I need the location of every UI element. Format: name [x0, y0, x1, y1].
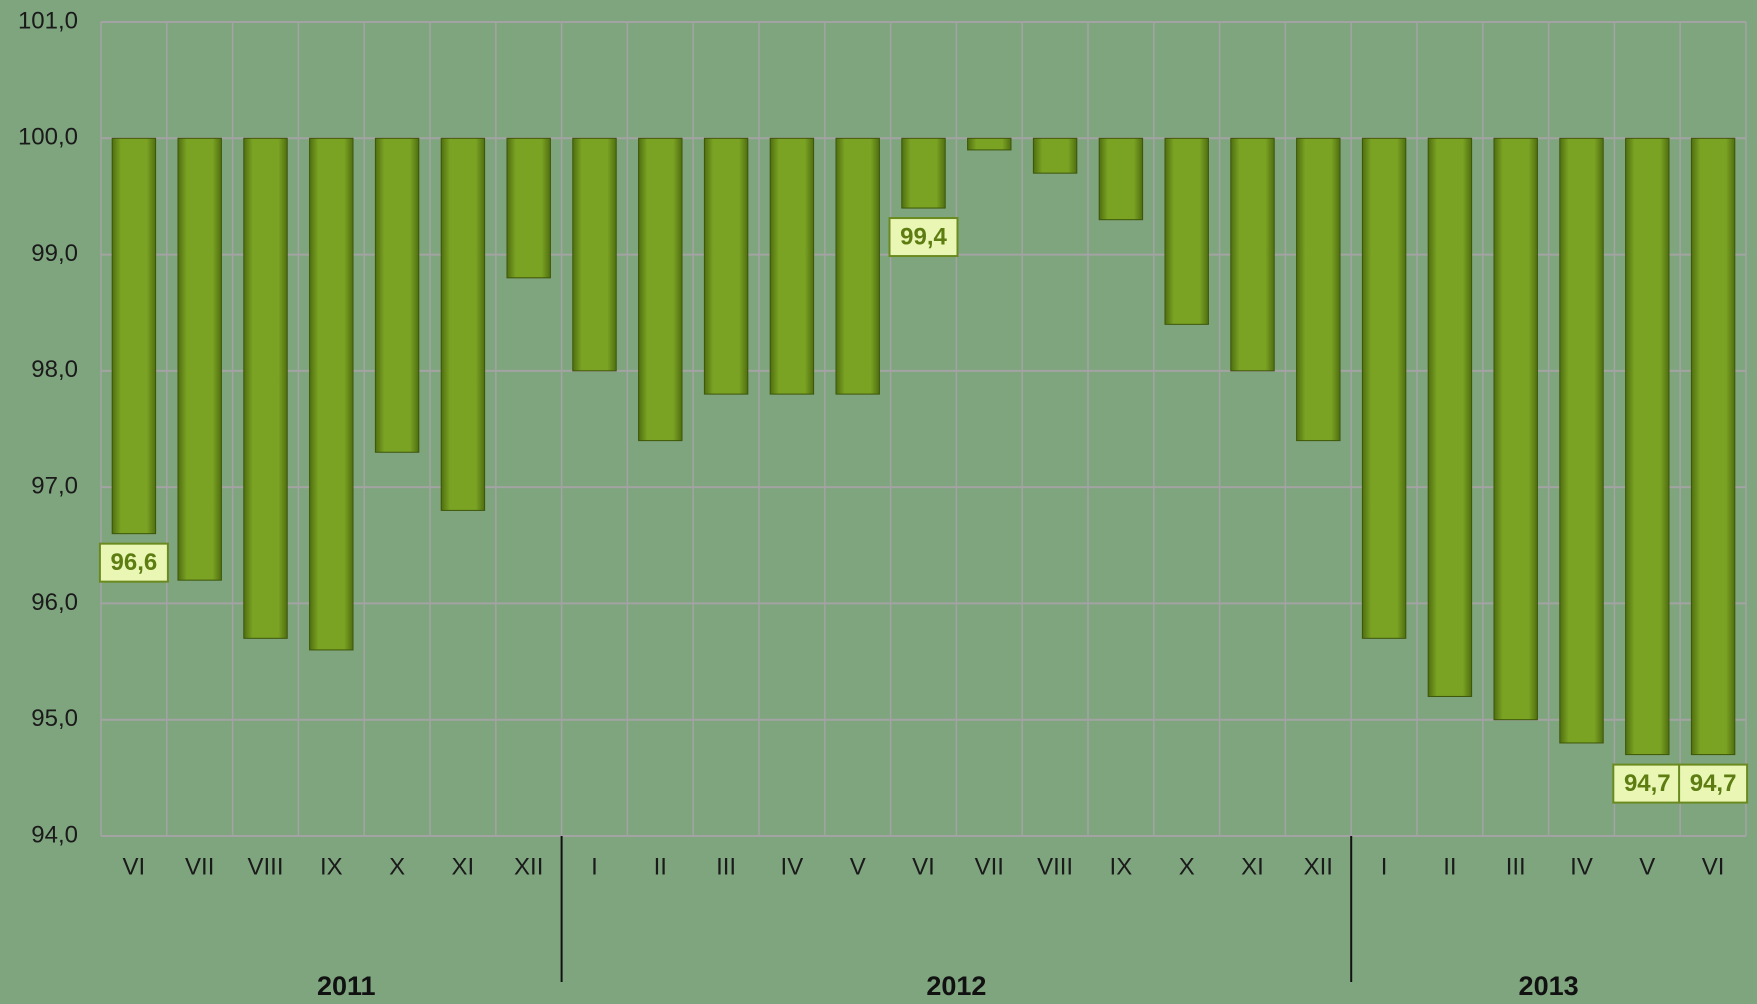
x-tick-label: I — [1381, 853, 1388, 880]
bar — [835, 137, 880, 395]
x-tick-label: IV — [1570, 853, 1593, 880]
y-tick-label: 95,0 — [31, 705, 78, 732]
bar — [572, 137, 617, 372]
y-tick-label: 101,0 — [18, 7, 78, 34]
x-tick-label: VIII — [247, 853, 283, 880]
x-tick-label: VI — [123, 853, 146, 880]
bar — [177, 137, 222, 581]
year-label: 2013 — [1519, 971, 1579, 1001]
bar — [309, 137, 354, 651]
x-tick-label: IV — [781, 853, 804, 880]
y-tick-label: 96,0 — [31, 589, 78, 616]
x-tick-label: XI — [1241, 853, 1264, 880]
bar — [1164, 137, 1209, 325]
bar — [703, 137, 749, 395]
x-tick-label: IX — [320, 853, 343, 880]
x-tick-label: XII — [514, 853, 543, 880]
x-tick-label: I — [591, 853, 598, 880]
value-label-box — [1612, 763, 1683, 804]
x-tick-label: VII — [185, 853, 214, 880]
bar — [1032, 137, 1078, 174]
bar — [901, 137, 946, 209]
bar — [1690, 137, 1736, 756]
bar — [967, 137, 1012, 151]
bar — [1559, 137, 1604, 744]
year-label: 2012 — [926, 971, 986, 1001]
bar — [1230, 137, 1275, 372]
value-label: 94,7 — [1624, 770, 1671, 797]
x-tick-label: VI — [1702, 853, 1725, 880]
x-tick-label: XII — [1304, 853, 1333, 880]
x-tick-label: III — [716, 853, 736, 880]
bar — [1296, 137, 1341, 442]
value-label: 99,4 — [900, 223, 947, 250]
bar — [440, 137, 486, 511]
bar — [111, 137, 157, 535]
value-label: 94,7 — [1690, 770, 1737, 797]
bar — [769, 137, 815, 395]
x-tick-label: II — [1443, 853, 1456, 880]
x-tick-label: X — [389, 853, 405, 880]
x-tick-label: X — [1179, 853, 1195, 880]
y-tick-label: 100,0 — [18, 124, 78, 151]
value-label-box — [888, 217, 959, 258]
x-tick-label: V — [1639, 853, 1655, 880]
bar — [1361, 137, 1407, 639]
bar — [1427, 137, 1473, 697]
x-tick-label: III — [1506, 853, 1526, 880]
year-label: 2011 — [317, 971, 376, 1001]
value-label-box — [98, 542, 169, 583]
y-tick-label: 99,0 — [31, 240, 78, 267]
x-tick-label: IX — [1110, 853, 1133, 880]
bar — [374, 137, 420, 453]
bar — [638, 137, 683, 442]
y-tick-label: 98,0 — [31, 356, 78, 383]
bar — [1493, 137, 1538, 721]
x-tick-label: V — [850, 853, 866, 880]
x-tick-label: VI — [912, 853, 935, 880]
y-tick-label: 94,0 — [31, 821, 78, 848]
x-tick-label: VIII — [1037, 853, 1073, 880]
x-tick-label: VII — [975, 853, 1004, 880]
x-tick-label: XI — [452, 853, 475, 880]
bar — [1098, 137, 1144, 221]
value-label-box — [1678, 763, 1749, 804]
bar — [1625, 137, 1670, 756]
y-tick-label: 97,0 — [31, 472, 78, 499]
bar — [243, 137, 288, 639]
bar — [506, 137, 551, 279]
x-tick-label: II — [654, 853, 667, 880]
value-label: 96,6 — [111, 549, 158, 576]
